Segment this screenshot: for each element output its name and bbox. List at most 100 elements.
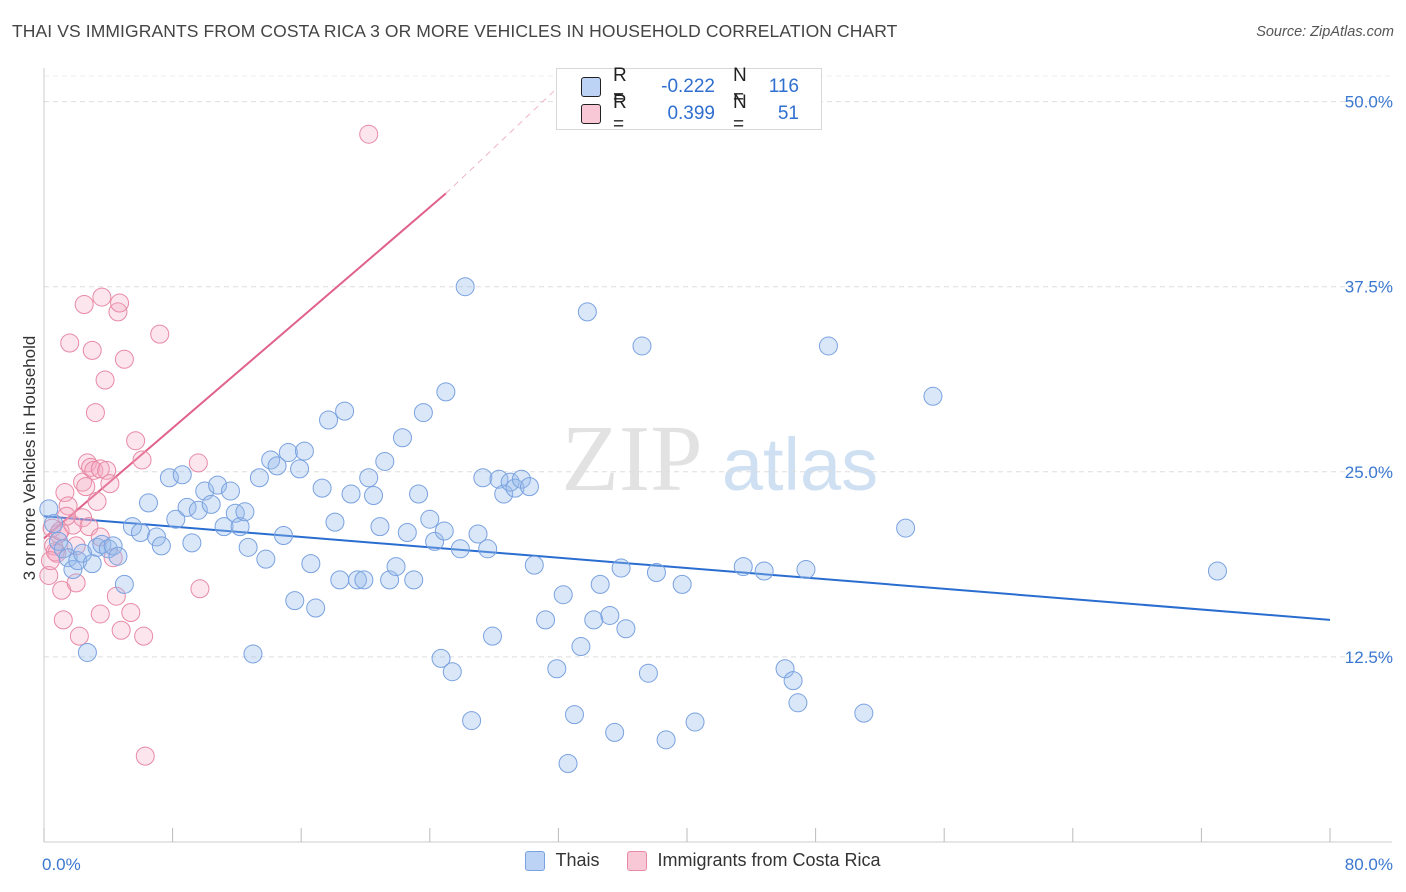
point-thais: [147, 527, 167, 547]
legend-item-thais[interactable]: Thais: [525, 850, 599, 871]
point-thais: [462, 711, 482, 731]
legend-swatch-costa-rica: [627, 850, 648, 871]
point-thais: [600, 605, 620, 625]
point-thais: [733, 557, 753, 577]
point-thais: [536, 610, 556, 630]
point-thais: [159, 468, 179, 488]
point-thais: [114, 574, 134, 594]
point-thais: [238, 537, 258, 557]
point-thais: [243, 644, 263, 664]
chart-title: THAI VS IMMIGRANTS FROM COSTA RICA 3 OR …: [12, 21, 898, 41]
r-label: R =: [613, 65, 627, 108]
trend-extension-costa-rica: [445, 86, 559, 194]
point-thais: [364, 486, 384, 505]
point-thais: [188, 500, 208, 520]
point-thais: [294, 441, 314, 461]
point-thais: [519, 477, 539, 497]
point-costa-rica: [121, 602, 141, 622]
n-value: 51: [777, 103, 799, 124]
point-thais: [420, 509, 440, 529]
point-thais: [404, 570, 424, 590]
point-costa-rica: [359, 124, 379, 144]
point-thais: [590, 574, 610, 594]
point-thais: [616, 619, 636, 639]
point-thais: [436, 382, 456, 402]
n-value: 116: [768, 76, 799, 97]
point-thais: [166, 509, 186, 529]
point-thais: [923, 386, 943, 406]
point-costa-rica: [53, 610, 73, 630]
point-thais: [632, 336, 652, 356]
point-thais: [478, 539, 498, 559]
point-costa-rica: [82, 340, 102, 360]
point-costa-rica: [126, 431, 146, 451]
point-thais: [312, 478, 332, 498]
point-costa-rica: [87, 491, 107, 511]
r-value: -0.222: [661, 76, 715, 97]
point-thais: [685, 712, 705, 732]
point-thais: [584, 610, 604, 630]
watermark: ZIP atlas: [562, 407, 879, 511]
n-label: N =: [733, 92, 747, 135]
point-costa-rica: [188, 453, 208, 473]
point-thais: [290, 459, 310, 479]
point-thais: [108, 546, 128, 566]
watermark-zip: ZIP: [562, 407, 703, 511]
point-thais: [330, 570, 350, 590]
point-thais: [249, 468, 269, 488]
point-costa-rica: [85, 403, 105, 423]
point-costa-rica: [74, 294, 94, 314]
point-thais: [235, 502, 255, 522]
point-thais: [130, 523, 150, 543]
point-thais: [354, 570, 374, 590]
point-thais: [409, 484, 429, 504]
point-thais: [220, 481, 240, 501]
legend-label-thais: Thais: [555, 850, 600, 870]
point-thais: [656, 730, 676, 750]
point-thais: [177, 497, 197, 517]
point-thais: [638, 663, 658, 683]
point-costa-rica: [60, 333, 80, 353]
point-costa-rica: [190, 579, 210, 599]
point-thais: [796, 560, 816, 580]
point-thais: [473, 468, 493, 488]
point-thais: [783, 671, 803, 691]
point-costa-rica: [81, 457, 101, 477]
point-costa-rica: [90, 604, 110, 624]
point-thais: [63, 560, 83, 580]
point-costa-rica: [114, 349, 134, 369]
point-thais: [341, 484, 361, 504]
point-thais: [442, 662, 462, 682]
point-thais: [44, 514, 64, 534]
point-thais: [347, 570, 367, 590]
point-costa-rica: [111, 620, 131, 640]
point-thais: [319, 410, 339, 430]
point-thais: [611, 558, 631, 578]
point-thais: [256, 549, 276, 569]
y-tick-label: 50.0%: [1345, 93, 1393, 112]
x-tick-label-min: 0.0%: [42, 855, 81, 874]
point-costa-rica: [95, 370, 115, 390]
legend-item-costa-rica[interactable]: Immigrants from Costa Rica: [627, 850, 881, 871]
point-thais: [230, 517, 250, 537]
point-thais: [325, 512, 345, 532]
point-thais: [278, 443, 298, 463]
point-thais: [524, 555, 544, 575]
point-thais: [489, 469, 509, 489]
point-thais: [301, 554, 321, 574]
point-thais: [547, 659, 567, 679]
point-thais: [413, 403, 433, 423]
stats-legend: R = -0.222 N = 116 R = 0.399 N = 51: [556, 65, 822, 135]
point-costa-rica: [134, 626, 154, 646]
axes: [43, 68, 1392, 843]
point-thais: [172, 465, 192, 485]
point-costa-rica: [135, 746, 155, 766]
point-thais: [896, 518, 916, 538]
point-costa-rica: [76, 477, 96, 497]
point-thais: [274, 525, 294, 545]
point-thais: [201, 494, 221, 514]
n-label: N =: [733, 65, 747, 108]
point-thais: [386, 557, 406, 577]
point-costa-rica: [132, 450, 152, 470]
